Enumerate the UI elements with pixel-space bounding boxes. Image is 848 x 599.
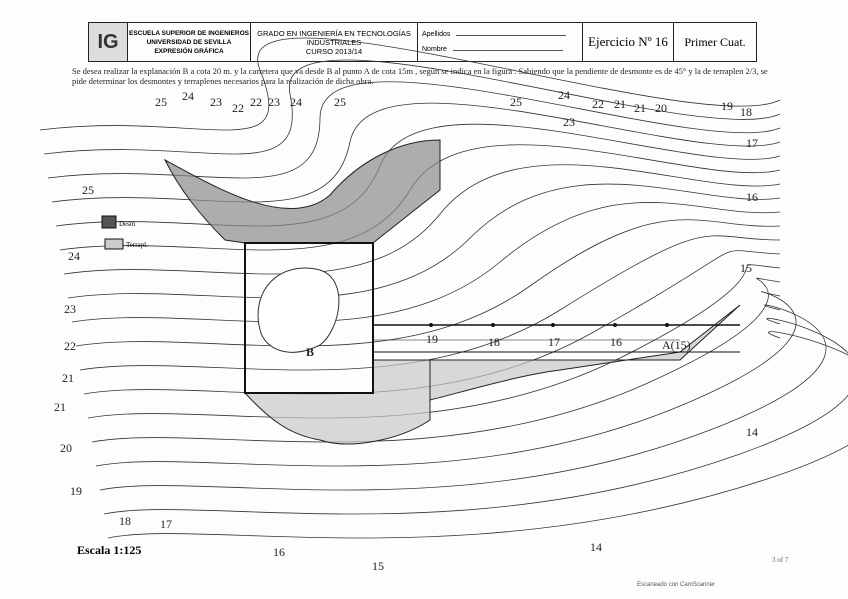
contour-label: 23 [563, 115, 575, 129]
legend-cut-label: Desm [119, 220, 136, 228]
road-station-label: 19 [426, 332, 438, 346]
contour-label: 22 [592, 97, 604, 111]
contour-label: 21 [54, 400, 66, 414]
platform-B [244, 242, 374, 394]
contour-label: 20 [60, 441, 72, 455]
contour-label: 25 [82, 183, 94, 197]
degree-line: CURSO 2013/14 [305, 46, 363, 56]
contour-label: 15 [740, 261, 752, 275]
school-line: ESCUELA SUPERIOR DE INGENIEROS [128, 29, 250, 37]
contour-label: 25 [155, 95, 167, 109]
contour-labels: 25 24 23 22 22 23 24 25 25 24 23 22 21 21 20 19 18 17 16 15… [54, 88, 758, 573]
road-labels: 19 18 17 16 A(15) [426, 323, 691, 352]
surname-field: Apellidos [422, 27, 567, 42]
contour-line [75, 219, 781, 347]
contour-label: 21 [614, 97, 626, 111]
school-line: EXPRESIÓN GRÁFICA [154, 47, 224, 55]
contour-line [91, 277, 781, 443]
road-station-label: A(15) [662, 338, 691, 352]
contour-label: 18 [119, 514, 131, 528]
legend-fill-label: Terrapl. [126, 241, 148, 249]
exercise-number: Ejercicio Nº 16 [583, 23, 674, 61]
road-station-point [429, 323, 433, 327]
contour-line [79, 235, 781, 371]
contour-label: 15 [372, 559, 384, 573]
road-station-point [613, 323, 617, 327]
contour-label: 23 [64, 302, 76, 316]
title-block: IG ESCUELA SUPERIOR DE INGENIEROS UNIVER… [88, 22, 757, 62]
contour-label: 16 [746, 190, 758, 204]
contour-label: 19 [70, 484, 82, 498]
student-fields: Apellidos Nombre [418, 23, 583, 61]
contour-label: 25 [334, 95, 346, 109]
contour-label: 22 [232, 101, 244, 115]
platform-label: B [306, 345, 314, 359]
contour-line [95, 291, 797, 467]
cut-area [163, 139, 441, 244]
legend-cut-swatch [101, 215, 117, 229]
contour-label: 14 [746, 425, 758, 439]
contour-label: 24 [558, 88, 570, 102]
contour-line [87, 264, 781, 419]
contour-label: 23 [268, 95, 280, 109]
contour-line [71, 202, 781, 323]
page-note: 3 of 7 [772, 556, 789, 564]
road-station-label: 16 [610, 335, 622, 349]
name-field: Nombre [422, 42, 563, 57]
degree-info: GRADO EN INGENIERÍA EN TECNOLOGÍAS INDUS… [251, 23, 418, 61]
legend-fill-swatch [104, 238, 124, 250]
contour-label: 20 [655, 101, 667, 115]
road-station-point [551, 323, 555, 327]
contour-label: 24 [68, 249, 80, 263]
problem-statement: Se desea realizar la explanación B a cot… [72, 66, 768, 86]
watermark: Escaneado con CamScanner [637, 582, 716, 588]
degree-line: GRADO EN INGENIERÍA EN TECNOLOGÍAS [257, 28, 411, 38]
contour-label: 22 [64, 339, 76, 353]
road-station-point [491, 323, 495, 327]
contour-label: 24 [290, 95, 302, 109]
school-info: ESCUELA SUPERIOR DE INGENIEROS UNIVERSID… [128, 23, 251, 61]
contour-line [39, 37, 781, 131]
school-line: UNIVERSIDAD DE SEVILLA [146, 38, 232, 46]
scale-label: Escala 1:125 [77, 543, 142, 557]
road-station-label: 17 [548, 335, 560, 349]
term: Primer Cuat. [684, 34, 746, 49]
road-station-label: 18 [488, 335, 500, 349]
contour-label: 22 [250, 95, 262, 109]
contour-label: 25 [510, 95, 522, 109]
contour-line [107, 331, 848, 539]
contour-label: 21 [62, 371, 74, 385]
contour-label: 23 [210, 95, 222, 109]
contour-line [67, 183, 781, 299]
contour-label: 14 [590, 540, 602, 554]
contour-label: 17 [160, 517, 172, 531]
contour-line [83, 250, 781, 395]
contour-label: 19 [721, 99, 733, 113]
contour-label: 21 [634, 101, 646, 115]
contour-label: 17 [746, 136, 758, 150]
contour-line [99, 304, 827, 491]
degree-line: INDUSTRIALES [306, 37, 362, 47]
contour-line [103, 317, 848, 515]
contour-label: 24 [182, 89, 194, 103]
contour-lines [39, 37, 848, 539]
contour-label: 18 [740, 105, 752, 119]
contour-line [43, 59, 781, 155]
contour-label: 16 [273, 545, 285, 559]
logo: IG [89, 23, 128, 61]
platform-inner-contour [257, 267, 340, 353]
road-station-point [665, 323, 669, 327]
contour-line [63, 164, 781, 275]
fill-area [243, 304, 741, 445]
